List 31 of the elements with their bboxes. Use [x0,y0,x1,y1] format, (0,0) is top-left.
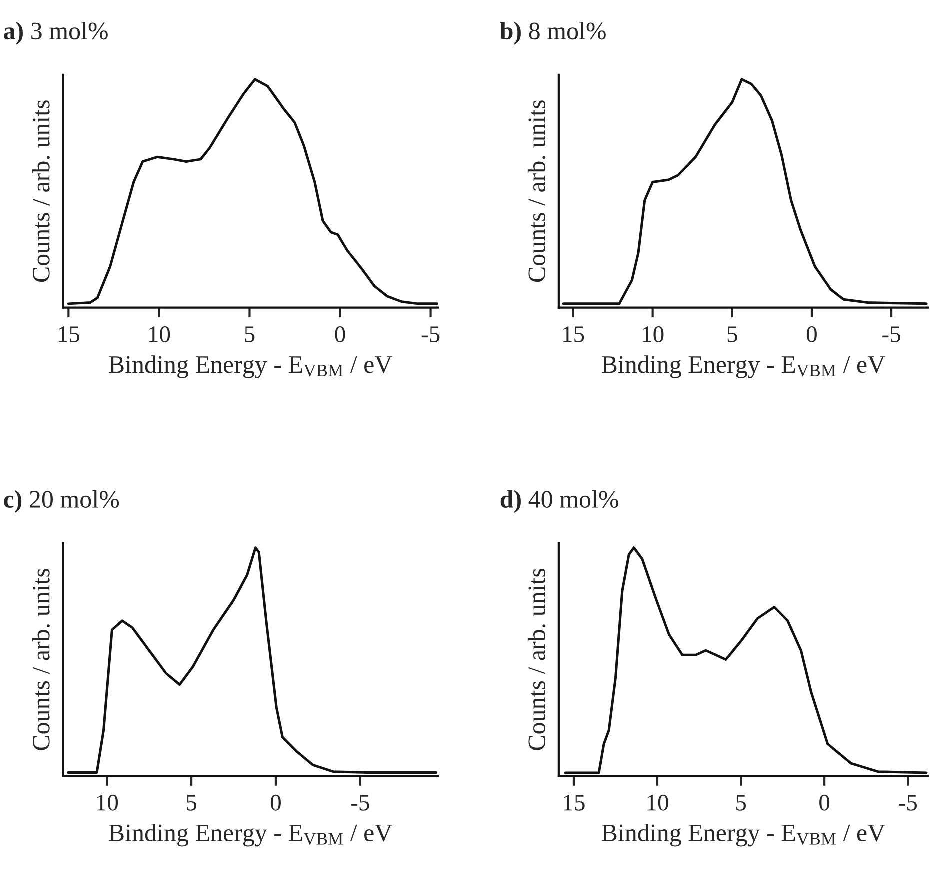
x-axis-title: Binding Energy - E$_{VBM}$ / eV [602,356,886,378]
y-axis-title: Counts / arb. units [32,568,50,750]
x-tick-label: 10 [643,326,664,342]
x-tick-label: -5 [899,795,918,811]
chart-title: c) 20 mol% [4,490,120,514]
x-tick-label: 0 [335,326,346,342]
x-tick-label: -5 [351,795,370,811]
x-tick-label: 15 [564,326,584,342]
x-tick-label: -5 [882,326,900,342]
x-tick-label: 10 [97,794,118,811]
chart-title: a) 3 mol% [4,22,108,45]
x-tick-label: 0 [270,794,281,811]
x-axis-title: Binding Energy - E$_{VBM}$ / eV [109,356,392,378]
x-tick-label: 15 [58,326,80,342]
x-axis-title: Binding Energy - E$_{VBM}$ / eV [602,824,886,847]
x-tick-label: 5 [736,795,746,811]
chart-title: d) 40 mol% [500,490,618,514]
x-tick-label: 5 [187,795,197,811]
x-tick-label: 0 [820,794,830,811]
x-tick-label: 5 [245,326,255,342]
x-tick-label: 10 [149,326,170,342]
y-axis-title: Counts / arb. units [528,100,546,282]
y-axis-title: Counts / arb. units [32,100,50,282]
x-tick-label: 0 [806,326,817,342]
y-axis-title: Counts / arb. units [528,568,546,750]
chart-title: b) 8 mol% [500,22,606,45]
x-tick-label: 15 [564,795,585,811]
x-tick-label: 10 [648,794,668,811]
x-tick-label: 5 [728,326,738,342]
x-axis-title: Binding Energy - E$_{VBM}$ / eV [109,824,392,847]
x-tick-label: -5 [422,326,440,342]
